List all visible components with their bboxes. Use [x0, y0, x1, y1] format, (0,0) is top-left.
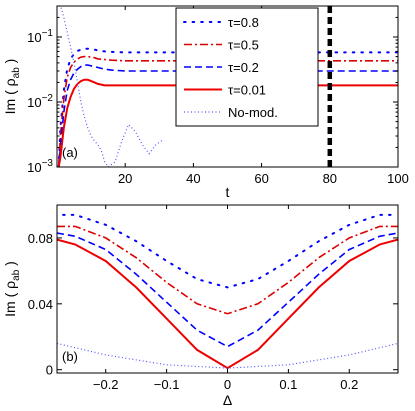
panel-b-series-3 [57, 238, 398, 370]
panel-b-series-1 [57, 225, 398, 315]
panel-b-xtick-label: 0.2 [340, 377, 358, 392]
panel-a-series-2 [57, 64, 398, 167]
panel-a-legend: τ=0.8 τ=0.5 τ=0.2 τ=0.01 No-mod. [175, 7, 319, 127]
panel-a-ytick-label: 10−3 [27, 158, 53, 175]
panel-b-label: (b) [62, 349, 78, 364]
panel-b-curves [57, 213, 398, 370]
panel-b-series-0 [62, 213, 393, 289]
panel-a-y-label-main: Im ( ρ [2, 78, 18, 114]
panel-b-ticks: −0.2 −0.1 0 0.1 0.2 0 0.04 0.08 [28, 205, 398, 392]
panel-b-xtick-label: 0.1 [279, 377, 297, 392]
panel-a-x-axis-label: t [226, 184, 230, 200]
panel-b-ytick-label: 0.04 [28, 297, 53, 312]
panel-a-xtick-label: 60 [254, 171, 268, 186]
legend-label-3: τ=0.01 [228, 83, 266, 98]
panel-b-y-label-main: Im ( ρ [2, 281, 18, 317]
panel-b-series-4 [57, 342, 398, 369]
panel-a-y-label-sub: ab [11, 67, 22, 79]
panel-b-xtick-label: −0.1 [154, 377, 180, 392]
panel-b-x-axis-label: Δ [223, 392, 232, 408]
panel-a-xtick-label: 100 [387, 171, 409, 186]
panel-b-detuning: −0.2 −0.1 0 0.1 0.2 0 0.04 0.08 (b) Δ Im ( ρab … [2, 204, 399, 408]
panel-a-ticks: 20 40 60 80 100 10−3 10−2 10−1 [27, 6, 409, 186]
legend-label-4: No-mod. [228, 105, 278, 120]
panel-b-y-label-close: ) [2, 261, 18, 270]
legend-label-1: τ=0.5 [228, 38, 259, 53]
panel-a-label: (a) [62, 145, 78, 160]
panel-b-ytick-label: 0 [46, 363, 53, 378]
panel-b-y-axis-label: Im ( ρab ) [2, 261, 22, 317]
panel-b-frame [56, 204, 399, 374]
legend-label-2: τ=0.2 [228, 60, 259, 75]
panel-b-xtick-label: 0 [224, 377, 231, 392]
panel-b-xtick-label: −0.2 [93, 377, 119, 392]
panel-a-frame [56, 5, 399, 168]
legend-label-0: τ=0.8 [228, 15, 259, 30]
panel-b-series-2 [57, 232, 398, 348]
panel-a-xtick-label: 40 [186, 171, 200, 186]
panel-a-xtick-label: 20 [118, 171, 132, 186]
panel-a-series-4 [58, 6, 164, 167]
panel-a-ytick-label: 10−2 [27, 93, 53, 110]
panel-b-y-label-sub: ab [11, 269, 22, 281]
panel-a-xtick-label: 80 [323, 171, 337, 186]
panel-a-y-axis-label: Im ( ρab ) [2, 59, 22, 115]
panel-a-y-label-close: ) [2, 59, 18, 68]
panel-b-ytick-label: 0.08 [28, 231, 53, 246]
panel-a-ytick-label: 10−1 [27, 28, 53, 45]
